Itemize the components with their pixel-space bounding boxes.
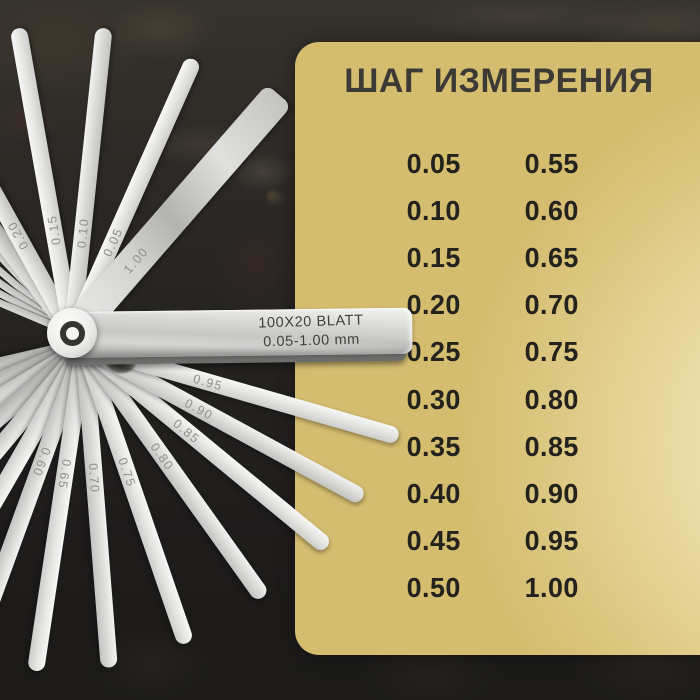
step-value: 0.15 [406, 241, 461, 273]
step-value: 0.40 [406, 477, 461, 509]
blade-thickness-label: 0.85 [170, 415, 203, 446]
step-value: 0.65 [524, 241, 579, 273]
blade-thickness-label: 0.10 [74, 216, 92, 249]
step-value: 0.50 [406, 572, 461, 604]
blade-thickness-label: 0.80 [147, 439, 178, 473]
blade-thickness-label: 0.65 [55, 457, 75, 490]
step-value: 0.95 [524, 525, 579, 557]
step-value: 0.75 [524, 336, 579, 368]
blade-thickness-label: 0.70 [86, 462, 103, 494]
step-value: 0.10 [406, 194, 461, 226]
panel-title: ШАГ ИЗМЕРЕНИЯ [344, 62, 654, 100]
blade-thickness-label: 0.90 [182, 395, 216, 422]
step-value: 0.20 [406, 289, 461, 321]
step-value: 0.55 [524, 147, 579, 179]
step-value: 0.25 [406, 336, 461, 368]
step-value: 0.05 [406, 147, 461, 179]
step-value: 1.00 [524, 572, 579, 604]
step-value: 0.35 [406, 430, 461, 462]
blade-thickness-label: 0.75 [115, 455, 139, 489]
blade-thickness-label: 1.00 [120, 243, 151, 276]
step-value: 0.90 [524, 477, 579, 509]
handle-marking: 100X20 BLATT 0.05-1.00 mm [206, 310, 417, 354]
step-value: 0.30 [406, 383, 461, 415]
step-value: 0.60 [524, 194, 579, 226]
step-value: 0.85 [524, 430, 579, 462]
blade-thickness-label: 0.95 [191, 370, 225, 393]
measurement-step-table: 0.05 0.55 0.10 0.60 0.15 0.65 0.20 0.70 … [375, 140, 610, 612]
step-value: 0.45 [406, 525, 461, 557]
step-value: 0.70 [524, 289, 579, 321]
blade-thickness-label: 0.15 [44, 213, 64, 246]
gauge-handle: 100X20 BLATT 0.05-1.00 mm [66, 307, 413, 358]
pivot-rivet [60, 321, 85, 346]
step-value: 0.80 [524, 383, 579, 415]
